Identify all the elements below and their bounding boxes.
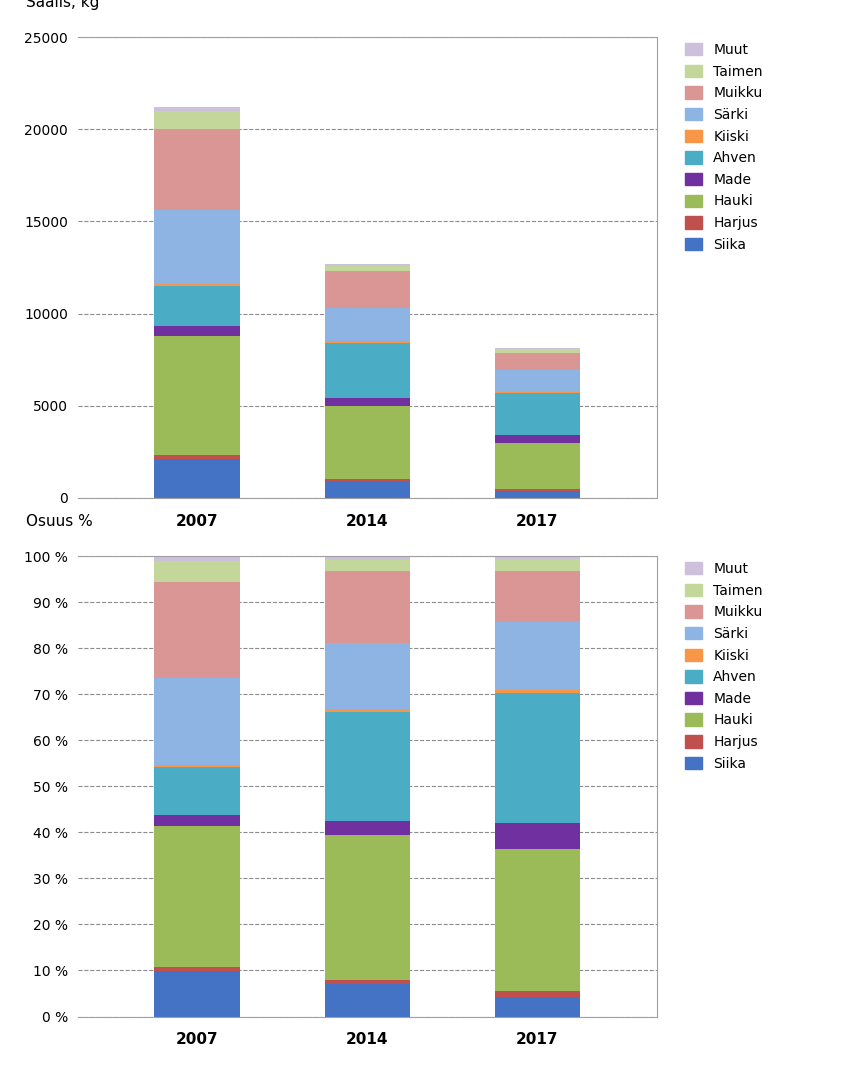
Bar xyxy=(325,264,410,265)
Bar xyxy=(325,980,410,984)
Legend: Muut, Taimen, Muikku, Särki, Kiiski, Ahven, Made, Hauki, Harjus, Siika: Muut, Taimen, Muikku, Särki, Kiiski, Ahv… xyxy=(680,556,768,776)
Bar xyxy=(495,692,580,824)
Bar xyxy=(155,678,239,765)
Bar xyxy=(155,826,239,966)
Bar xyxy=(325,343,410,398)
Bar xyxy=(495,393,580,435)
Bar xyxy=(495,491,580,498)
Bar xyxy=(495,570,580,622)
Legend: Muut, Taimen, Muikku, Särki, Kiiski, Ahven, Made, Hauki, Harjus, Siika: Muut, Taimen, Muikku, Särki, Kiiski, Ahv… xyxy=(680,37,768,257)
Bar xyxy=(325,265,410,271)
Bar xyxy=(325,821,410,836)
Bar xyxy=(155,814,239,826)
Bar xyxy=(495,435,580,443)
Bar xyxy=(155,765,239,767)
Bar xyxy=(155,326,239,336)
Bar xyxy=(495,489,580,491)
Bar xyxy=(155,966,239,970)
Bar xyxy=(495,556,580,560)
Bar xyxy=(495,350,580,353)
Bar xyxy=(325,406,410,479)
Bar xyxy=(325,571,410,643)
Bar xyxy=(495,991,580,996)
Bar xyxy=(155,107,239,111)
Text: Saalis, kg: Saalis, kg xyxy=(26,0,99,10)
Bar xyxy=(325,341,410,343)
Bar xyxy=(495,560,580,570)
Bar xyxy=(155,284,239,286)
Bar xyxy=(325,479,410,482)
Bar xyxy=(325,308,410,341)
Bar xyxy=(155,767,239,814)
Bar xyxy=(325,836,410,980)
Bar xyxy=(495,996,580,1016)
Bar xyxy=(155,556,239,561)
Bar xyxy=(155,561,239,582)
Bar xyxy=(325,984,410,1016)
Bar xyxy=(155,129,239,211)
Bar xyxy=(155,455,239,459)
Bar xyxy=(495,622,580,690)
Bar xyxy=(325,708,410,713)
Text: Osuus %: Osuus % xyxy=(26,514,92,529)
Bar xyxy=(155,582,239,678)
Bar xyxy=(325,398,410,406)
Bar xyxy=(495,690,580,692)
Bar xyxy=(155,336,239,455)
Bar xyxy=(325,713,410,821)
Bar xyxy=(495,849,580,991)
Bar xyxy=(495,353,580,369)
Bar xyxy=(325,556,410,560)
Bar xyxy=(155,111,239,129)
Bar xyxy=(155,970,239,1016)
Bar xyxy=(495,369,580,392)
Bar xyxy=(155,459,239,498)
Bar xyxy=(325,643,410,708)
Bar xyxy=(495,824,580,849)
Bar xyxy=(155,286,239,326)
Bar xyxy=(325,271,410,308)
Bar xyxy=(325,482,410,498)
Bar xyxy=(155,211,239,284)
Bar xyxy=(495,443,580,489)
Bar xyxy=(325,560,410,571)
